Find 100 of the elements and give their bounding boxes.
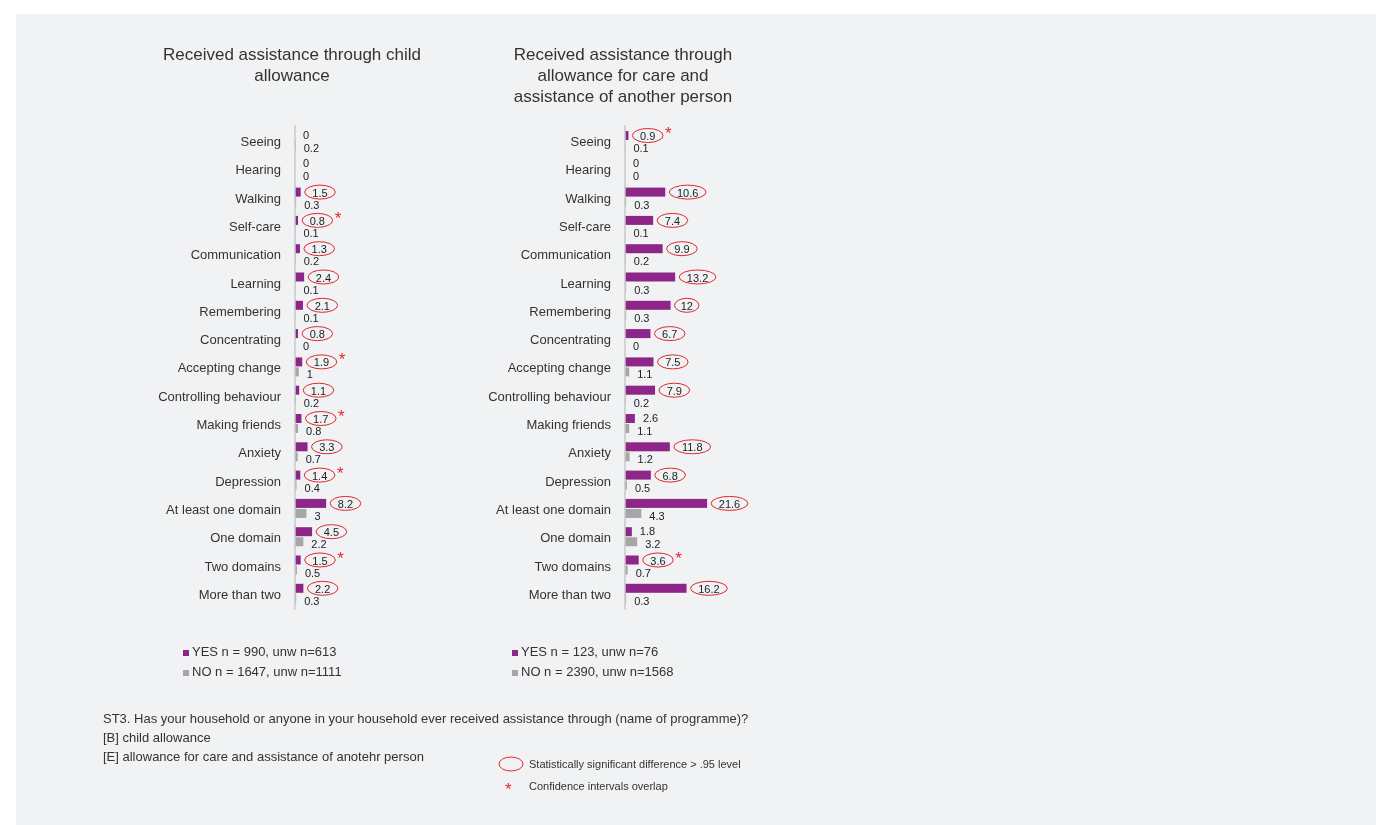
data-label: 0 (633, 170, 640, 183)
data-label: 0.5 (304, 566, 321, 579)
annotation: 0.9 (640, 130, 656, 142)
data-label: 0.3 (304, 594, 320, 607)
data-label: 0.8 (306, 425, 322, 437)
y-tick-label: Communication (190, 247, 281, 263)
data-label: 1.8 (639, 525, 656, 538)
annotation: 4.5 (323, 526, 340, 539)
y-tick-label: Learning (560, 275, 611, 291)
data-label: 0.1 (303, 226, 319, 239)
annotation: 2.1 (314, 299, 330, 312)
data-label: 2.6 (642, 412, 659, 424)
annotation: * (334, 208, 342, 228)
data-label: 3.2 (645, 538, 661, 551)
annotation: 1.5 (312, 554, 328, 567)
text: Statistically significant difference > .95 level (529, 758, 741, 770)
data-label: 0.7 (635, 566, 651, 579)
data-label: 1.1 (637, 368, 653, 381)
annotation: 1.7 (313, 413, 329, 425)
text: [B] child allowance (103, 730, 211, 745)
y-tick-label: Two domains (204, 558, 282, 574)
annotation: 11.8 (681, 441, 703, 454)
y-tick-label: Two domains (534, 558, 612, 574)
annotation: 0.8 (309, 328, 325, 341)
y-tick-label: Communication (520, 247, 611, 263)
y-tick-label: Hearing (235, 162, 281, 178)
legend-label: NO n = 2390, unw n=1568 (521, 664, 674, 679)
data-label: 1 (306, 368, 313, 381)
y-tick-label: Controlling behaviour (488, 388, 612, 404)
annotation: 1.9 (313, 356, 330, 369)
annotation: 6.7 (662, 328, 678, 341)
data-label: 1.2 (637, 453, 653, 466)
text: Confidence intervals overlap (529, 780, 668, 792)
annotation: 7.5 (665, 356, 681, 369)
annotation: 2.4 (315, 271, 332, 284)
data-label: 2.2 (311, 538, 327, 551)
data-label: 0 (303, 157, 310, 170)
annotation: 3.6 (650, 554, 666, 567)
text: [E] allowance for care and assistance of anotehr person (103, 749, 424, 764)
data-label: 0 (303, 129, 310, 141)
data-label: 0.3 (634, 311, 650, 324)
annotation: * (336, 463, 344, 483)
chart-title: Received assistance through allowance for care and assistance of another person (513, 45, 733, 106)
data-label: 0 (303, 340, 310, 353)
annotation: 7.4 (664, 214, 681, 227)
y-tick-label: Walking (235, 190, 281, 206)
y-tick-label: At least one domain (496, 501, 611, 517)
annotation: 1.3 (311, 243, 327, 256)
data-label: 0.2 (633, 255, 650, 268)
y-tick-label: At least one domain (166, 501, 281, 517)
annotation: 3.3 (319, 441, 335, 454)
data-label: 0.1 (303, 283, 319, 296)
data-label: 0 (303, 170, 310, 183)
annotation: 12 (680, 299, 693, 312)
y-tick-label: More than two (528, 586, 611, 602)
annotation: 9.9 (674, 243, 690, 256)
y-tick-label: One domain (540, 530, 611, 546)
y-tick-label: Remembering (199, 303, 281, 319)
legend-label: YES n = 123, unw n=76 (521, 644, 659, 659)
annotation: 1.4 (311, 469, 328, 482)
annotation: 7.9 (666, 384, 682, 397)
data-label: 0.5 (634, 481, 651, 494)
annotation: * (338, 350, 346, 370)
data-label: 0.7 (305, 453, 321, 466)
data-label: 0.3 (304, 198, 320, 211)
data-label: 1.1 (637, 425, 653, 437)
data-label: 0.2 (633, 396, 650, 409)
annotation: * (337, 548, 345, 568)
data-label: 0 (633, 340, 640, 353)
text: ST3. Has your household or anyone in your household ever received assistance through (name of programme)? (103, 711, 749, 726)
data-label: 0 (633, 157, 640, 170)
data-label: 0.3 (634, 283, 650, 296)
data-label: 0.4 (304, 481, 320, 494)
y-tick-label: Concentrating (530, 332, 611, 348)
y-tick-label: Depression (545, 473, 611, 489)
y-tick-label: Anxiety (568, 445, 612, 461)
y-tick-label: More than two (198, 586, 281, 602)
annotation: 2.2 (315, 582, 331, 595)
data-label: 0.3 (634, 198, 650, 211)
y-tick-label: Making friends (196, 417, 282, 432)
data-label: 0.3 (634, 594, 650, 607)
y-tick-label: Hearing (565, 162, 611, 178)
annotation: 1.1 (310, 384, 327, 397)
data-label: 0.2 (303, 396, 320, 409)
chart-title: Received assistance through child allowance (163, 45, 421, 85)
data-label: 0.1 (633, 226, 649, 239)
y-tick-label: Self-care (228, 218, 281, 234)
data-label: 0.1 (303, 311, 319, 324)
annotation: 6.8 (662, 469, 678, 482)
y-tick-label: Making friends (526, 417, 612, 432)
y-tick-label: Accepting change (507, 360, 611, 376)
y-tick-label: Accepting change (177, 360, 281, 376)
y-tick-label: Walking (565, 190, 611, 206)
annotation: 10.6 (676, 186, 699, 199)
annotation: * (338, 407, 346, 426)
annotation: 21.6 (718, 497, 741, 510)
y-tick-label: Learning (230, 275, 281, 291)
annotation: 0.8 (309, 214, 325, 227)
y-tick-label: Depression (215, 473, 281, 489)
data-label: 0.2 (303, 255, 320, 268)
